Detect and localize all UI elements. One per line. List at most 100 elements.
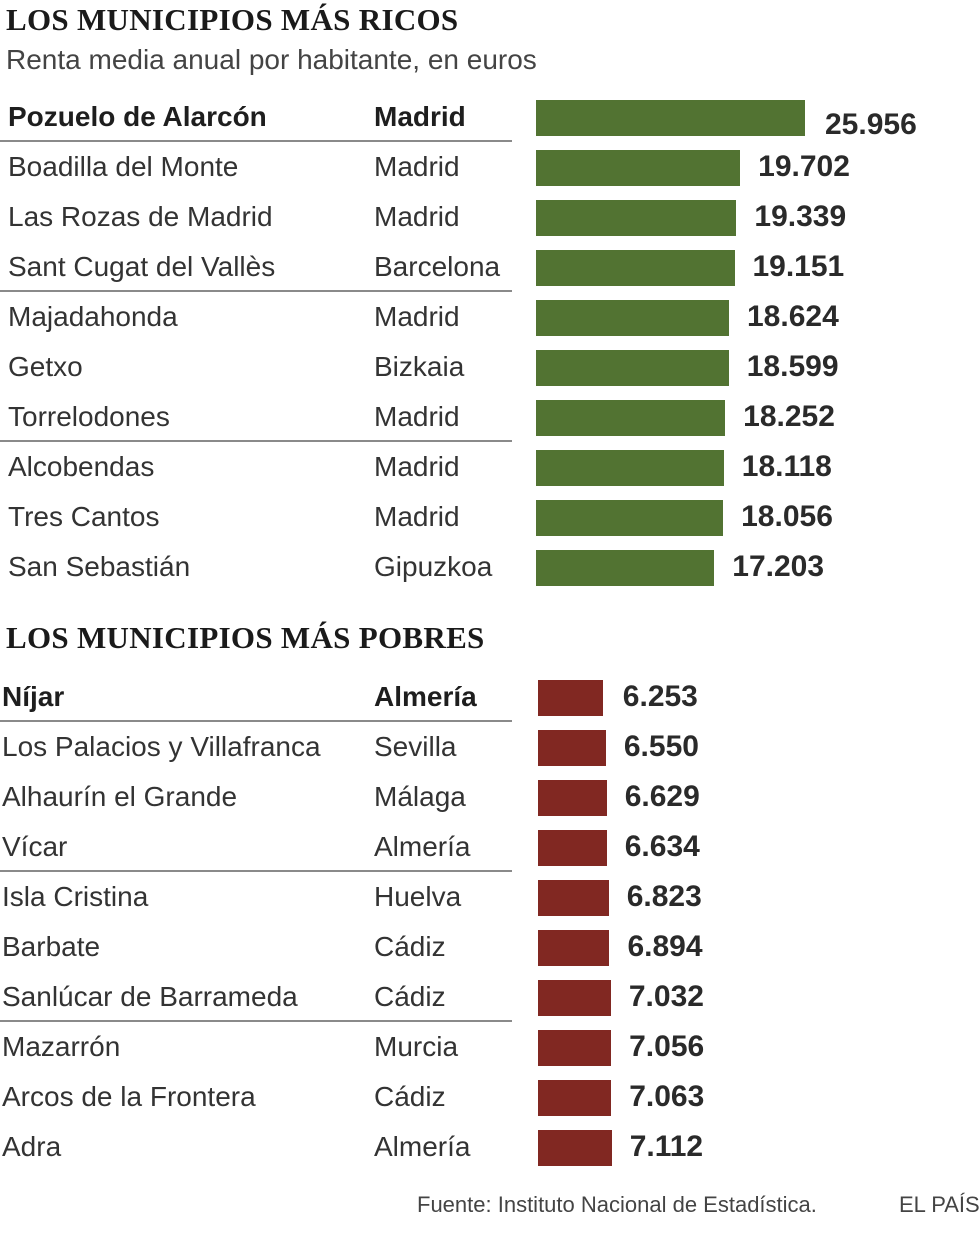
municipio-name: Boadilla del Monte xyxy=(8,151,239,182)
provincia-name: Madrid xyxy=(374,201,460,232)
provincia-name: Cádiz xyxy=(374,981,446,1012)
table-row: Isla Cristina Huelva 6.823 xyxy=(0,872,980,922)
value-label: 6.823 xyxy=(626,880,702,913)
municipio-name: Pozuelo de Alarcón xyxy=(8,101,267,132)
value-label: 6.894 xyxy=(627,930,703,963)
table-row: Tres Cantos Madrid 18.056 xyxy=(0,492,980,542)
value-label: 18.599 xyxy=(746,350,839,383)
municipio-name: Majadahonda xyxy=(8,301,178,332)
provincia-name: Sevilla xyxy=(374,731,457,762)
table-row: Alcobendas Madrid 18.118 xyxy=(0,442,980,492)
value-label: 6.629 xyxy=(624,780,700,813)
bar xyxy=(536,450,724,486)
provincia-name: Madrid xyxy=(374,301,460,332)
table-row: Sanlúcar de Barrameda Cádiz 7.032 xyxy=(0,972,980,1022)
value-label: 7.063 xyxy=(629,1080,705,1113)
table-row: Los Palacios y Villafranca Sevilla 6.550 xyxy=(0,722,980,772)
bar xyxy=(536,500,724,536)
municipio-name: Alcobendas xyxy=(8,451,155,482)
bar xyxy=(536,200,737,236)
provincia-name: Madrid xyxy=(374,101,466,132)
municipio-name: Sant Cugat del Vallès xyxy=(8,251,276,282)
group-divider xyxy=(0,140,512,142)
value-label: 6.253 xyxy=(622,680,698,713)
value-label: 18.118 xyxy=(741,450,832,483)
table-row: Vícar Almería 6.634 xyxy=(0,822,980,872)
rich-chart-title: LOS MUNICIPIOS MÁS RICOS xyxy=(6,2,459,37)
table-row: Níjar Almería 6.253 xyxy=(0,672,980,722)
table-row: Pozuelo de Alarcón Madrid 25.956 xyxy=(0,92,980,142)
provincia-name: Gipuzkoa xyxy=(374,551,493,582)
table-row: San Sebastián Gipuzkoa 17.203 xyxy=(0,542,980,592)
table-row: Getxo Bizkaia 18.599 xyxy=(0,342,980,392)
municipio-name: Isla Cristina xyxy=(2,881,149,912)
table-row: Arcos de la Frontera Cádiz 7.063 xyxy=(0,1072,980,1122)
value-label: 6.550 xyxy=(623,730,699,763)
value-label: 7.032 xyxy=(628,980,704,1013)
provincia-name: Bizkaia xyxy=(374,351,465,382)
municipio-name: Arcos de la Frontera xyxy=(2,1081,256,1112)
table-row: Sant Cugat del Vallès Barcelona 19.151 xyxy=(0,242,980,292)
provincia-name: Almería xyxy=(374,681,477,712)
bar xyxy=(536,400,726,436)
bar xyxy=(536,250,735,286)
municipio-name: Tres Cantos xyxy=(8,501,160,532)
bar xyxy=(538,1080,612,1116)
value-label: 6.634 xyxy=(624,830,700,863)
municipio-name: San Sebastián xyxy=(8,551,191,582)
municipio-name: Sanlúcar de Barrameda xyxy=(2,981,298,1012)
provincia-name: Huelva xyxy=(374,881,462,912)
bar xyxy=(538,730,606,766)
table-row: Las Rozas de Madrid Madrid 19.339 xyxy=(0,192,980,242)
value-label: 19.151 xyxy=(752,250,845,283)
provincia-name: Madrid xyxy=(374,451,460,482)
municipio-name: Níjar xyxy=(2,681,65,712)
brand-label: EL PAÍS xyxy=(899,1192,980,1217)
municipio-name: Las Rozas de Madrid xyxy=(8,201,273,232)
value-label: 19.702 xyxy=(758,150,850,183)
provincia-name: Almería xyxy=(374,831,471,862)
municipio-name: Getxo xyxy=(8,351,83,382)
bar xyxy=(536,150,741,186)
bar xyxy=(536,350,729,386)
value-label: 7.112 xyxy=(629,1130,704,1163)
bar xyxy=(536,550,715,586)
value-label: 7.056 xyxy=(629,1030,705,1063)
municipio-name: Vícar xyxy=(2,831,68,862)
provincia-name: Málaga xyxy=(374,781,466,812)
table-row: Barbate Cádiz 6.894 xyxy=(0,922,980,972)
table-row: Boadilla del Monte Madrid 19.702 xyxy=(0,142,980,192)
bar xyxy=(538,930,610,966)
bar xyxy=(538,780,607,816)
municipio-name: Alhaurín el Grande xyxy=(2,781,238,812)
value-label: 18.252 xyxy=(743,400,835,433)
bar xyxy=(538,680,603,716)
provincia-name: Barcelona xyxy=(374,251,501,282)
group-divider xyxy=(0,440,512,442)
value-label: 18.056 xyxy=(741,500,833,533)
municipio-name: Los Palacios y Villafranca xyxy=(2,731,321,762)
group-divider xyxy=(0,290,512,292)
table-row: Mazarrón Murcia 7.056 xyxy=(0,1022,980,1072)
provincia-name: Almería xyxy=(374,1131,471,1162)
municipio-name: Mazarrón xyxy=(2,1031,121,1062)
value-label: 18.624 xyxy=(747,300,839,333)
source-note: Fuente: Instituto Nacional de Estadístic… xyxy=(417,1192,817,1217)
bar xyxy=(538,980,611,1016)
group-divider xyxy=(0,720,512,722)
municipio-name: Barbate xyxy=(2,931,101,962)
group-divider xyxy=(0,870,512,872)
provincia-name: Madrid xyxy=(374,401,460,432)
bar xyxy=(536,100,805,136)
municipio-name: Torrelodones xyxy=(8,401,170,432)
value-label: 19.339 xyxy=(754,200,847,233)
provincia-name: Madrid xyxy=(374,151,460,182)
bar xyxy=(538,830,607,866)
poor-chart-title: LOS MUNICIPIOS MÁS POBRES xyxy=(6,620,485,655)
provincia-name: Cádiz xyxy=(374,1081,446,1112)
value-label: 25.956 xyxy=(825,108,917,141)
bar xyxy=(538,1130,612,1166)
bar xyxy=(538,1030,612,1066)
provincia-name: Murcia xyxy=(374,1031,459,1062)
table-row: Adra Almería 7.112 xyxy=(0,1122,980,1172)
